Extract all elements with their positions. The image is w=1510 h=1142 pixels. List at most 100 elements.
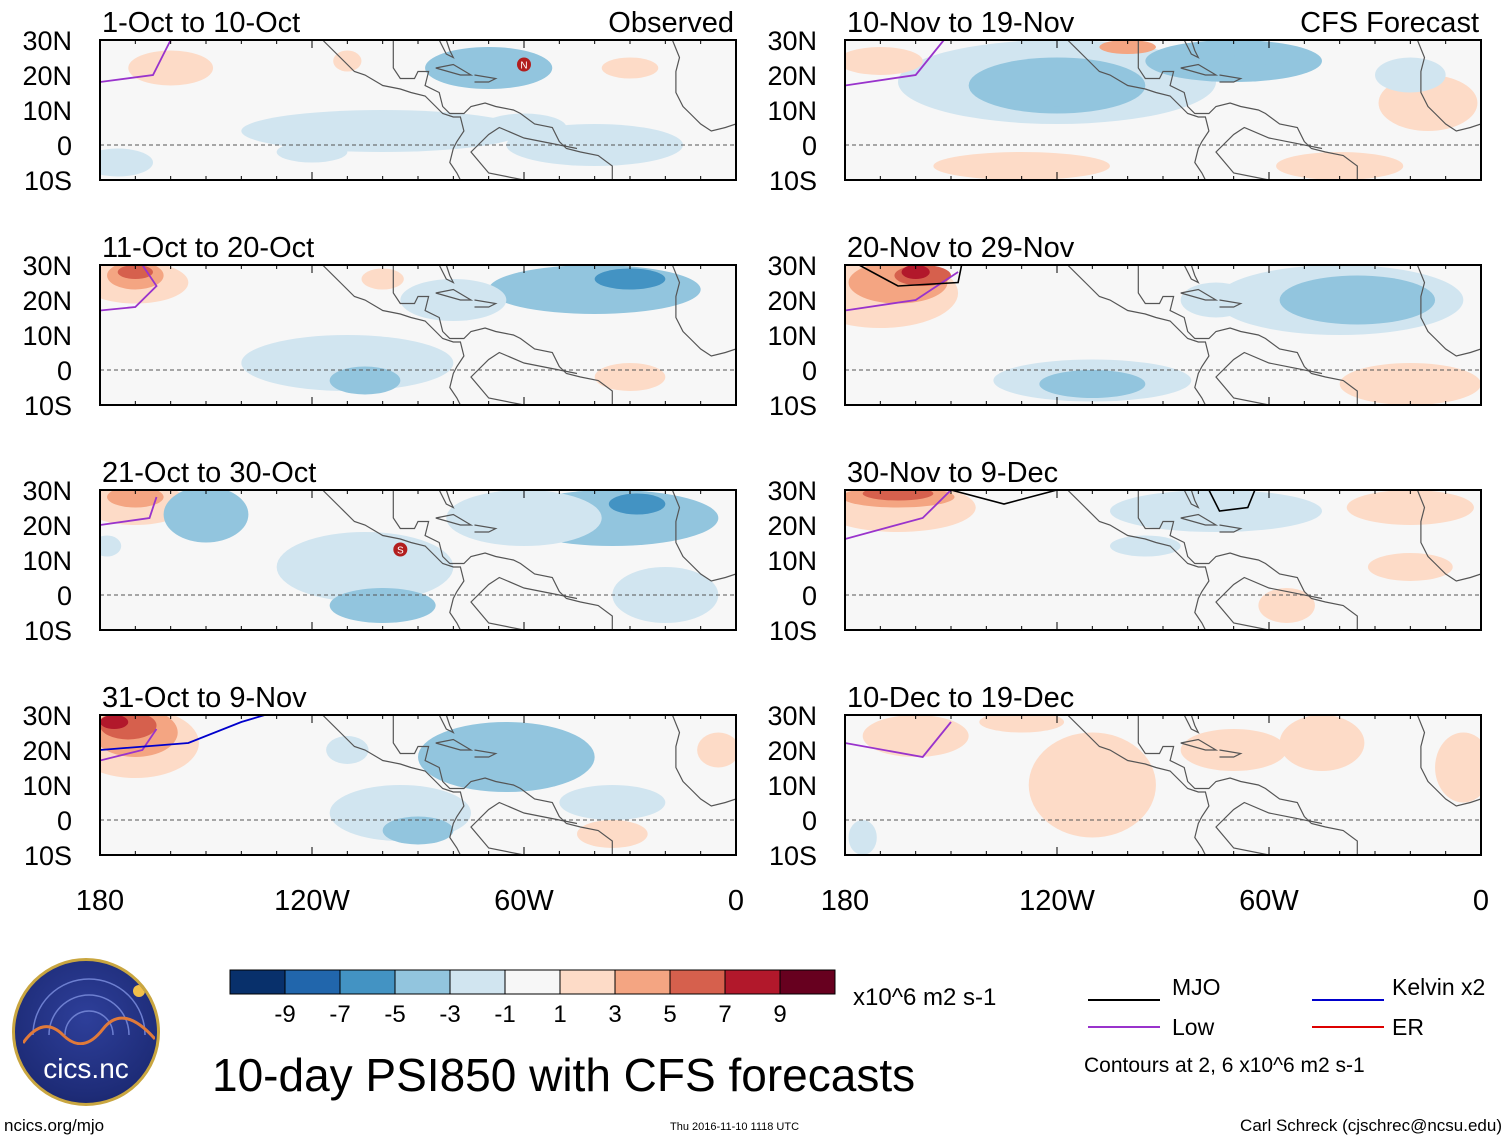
colorbar-units: x10^6 m2 s-1 xyxy=(853,984,997,1011)
colorbar-swatch xyxy=(779,969,836,995)
y-tick-label: 30N xyxy=(767,26,817,56)
anomaly-shading xyxy=(329,588,436,623)
y-tick-label: 30N xyxy=(22,701,72,731)
y-tick-label: 20N xyxy=(22,736,72,766)
anomaly-shading xyxy=(1145,40,1322,82)
coastline xyxy=(1215,576,1323,630)
anomaly-shading xyxy=(361,268,404,290)
chart-title: 10-day PSI850 with CFS forecasts xyxy=(212,1049,916,1101)
anomaly-shading xyxy=(241,335,454,391)
panel-label: 10-Dec to 19-Dec xyxy=(847,682,1074,714)
anomaly-shading xyxy=(845,47,923,75)
legend-label-low: Low xyxy=(1172,1014,1215,1040)
panel-label: 21-Oct to 30-Oct xyxy=(102,457,316,489)
coastline xyxy=(1183,715,1200,734)
legend-line-low xyxy=(1088,1026,1160,1028)
x-tick-label: 60W xyxy=(1239,885,1299,917)
anomaly-shading xyxy=(1039,370,1146,398)
y-tick-label: 0 xyxy=(802,806,817,836)
anomaly-shading xyxy=(1346,490,1474,525)
panel-label: 11-Oct to 20-Oct xyxy=(102,232,314,264)
coastline xyxy=(671,265,736,357)
colorbar-tick-label: -5 xyxy=(384,1001,405,1028)
cics-logo: cics.nc xyxy=(12,958,160,1106)
storm-marker-label: S xyxy=(397,546,404,557)
storm-marker xyxy=(517,57,531,72)
colorbar-swatch xyxy=(449,969,506,995)
y-tick-label: 10N xyxy=(22,96,72,126)
map-panel: 21-Oct to 30-Oct 30N 20N 10N 0 10S xyxy=(22,457,737,646)
anomaly-shading xyxy=(1435,732,1481,803)
y-tick-label: 0 xyxy=(57,356,72,386)
y-tick-label: 20N xyxy=(767,286,817,316)
anomaly-shading xyxy=(100,715,129,729)
y-tick-label: 10S xyxy=(769,391,817,421)
coastline xyxy=(438,715,455,734)
coastline xyxy=(1180,63,1219,76)
low-contour xyxy=(845,490,952,540)
x-tick-label: 120W xyxy=(274,885,350,917)
y-tick-label: 10N xyxy=(22,321,72,351)
colorbar-swatch xyxy=(339,969,396,995)
anomaly-shading xyxy=(128,50,214,86)
coastline xyxy=(435,288,474,301)
panel-label: 1-Oct to 10-Oct xyxy=(102,7,300,39)
coastline xyxy=(1137,715,1358,855)
y-tick-label: 0 xyxy=(57,131,72,161)
y-tick-label: 20N xyxy=(22,511,72,541)
anomaly-shading xyxy=(594,363,666,391)
y-tick-label: 10N xyxy=(767,771,817,801)
y-tick-label: 10S xyxy=(24,391,72,421)
anomaly-shading xyxy=(100,148,153,177)
coastline xyxy=(1067,40,1210,180)
footer-timestamp: Thu 2016-11-10 1118 UTC xyxy=(670,1121,800,1133)
coastline xyxy=(1219,74,1243,83)
anomaly-shading xyxy=(862,715,969,757)
coastline xyxy=(435,738,474,751)
panel-label: 31-Oct to 9-Nov xyxy=(102,682,307,714)
anomaly-shading xyxy=(1028,78,1086,107)
anomaly-shading xyxy=(594,268,666,290)
mjo-contour xyxy=(950,490,1058,505)
coastline xyxy=(1416,490,1481,582)
colorbar-tick-label: -1 xyxy=(494,1001,515,1028)
colorbar-swatch xyxy=(669,969,726,995)
coastline xyxy=(1416,715,1481,807)
y-tick-label: 10S xyxy=(769,841,817,871)
colorbar-tick-label: -3 xyxy=(439,1001,460,1028)
y-tick-label: 20N xyxy=(767,736,817,766)
legend-line-mjo xyxy=(1088,999,1160,1001)
coastline xyxy=(1416,40,1481,132)
footer-author: Carl Schreck (cjschrec@ncsu.edu) xyxy=(1240,1116,1502,1135)
anomaly-shading xyxy=(1180,729,1287,771)
panel-label: 20-Nov to 29-Nov xyxy=(847,232,1075,264)
footer-url[interactable]: ncics.org/mjo xyxy=(4,1116,105,1135)
coastline xyxy=(474,74,498,83)
anomaly-shading xyxy=(1279,275,1436,325)
map-panel: 10-Nov to 19-Nov CFS Forecast 30N 20N 10N 0 10… xyxy=(767,7,1482,196)
coastline xyxy=(671,40,736,132)
colorbar-tick-label: -7 xyxy=(329,1001,350,1028)
coastline xyxy=(470,576,578,630)
coastline xyxy=(470,801,578,855)
x-tick-label: 0 xyxy=(1473,885,1489,917)
coastline xyxy=(1067,265,1210,405)
coastline xyxy=(322,715,465,855)
coastline xyxy=(474,299,498,308)
colorbar-tick-label: 7 xyxy=(718,1001,731,1028)
y-tick-label: 20N xyxy=(22,286,72,316)
anomaly-shading xyxy=(979,715,1065,733)
y-tick-label: 30N xyxy=(22,476,72,506)
anomaly-shading xyxy=(1276,152,1404,180)
anomaly-shading xyxy=(333,50,362,72)
y-tick-label: 30N xyxy=(22,251,72,281)
coastline xyxy=(1416,265,1481,357)
coastline xyxy=(470,351,578,405)
anomaly-shading xyxy=(100,535,122,557)
y-tick-label: 10S xyxy=(769,616,817,646)
legend-label-mjo: MJO xyxy=(1172,974,1221,1000)
y-tick-label: 10N xyxy=(767,546,817,576)
anomaly-shading xyxy=(506,124,683,166)
low-contour xyxy=(845,40,945,87)
map-panel: 31-Oct to 9-Nov 30N 20N 10N 0 10S xyxy=(22,682,737,871)
